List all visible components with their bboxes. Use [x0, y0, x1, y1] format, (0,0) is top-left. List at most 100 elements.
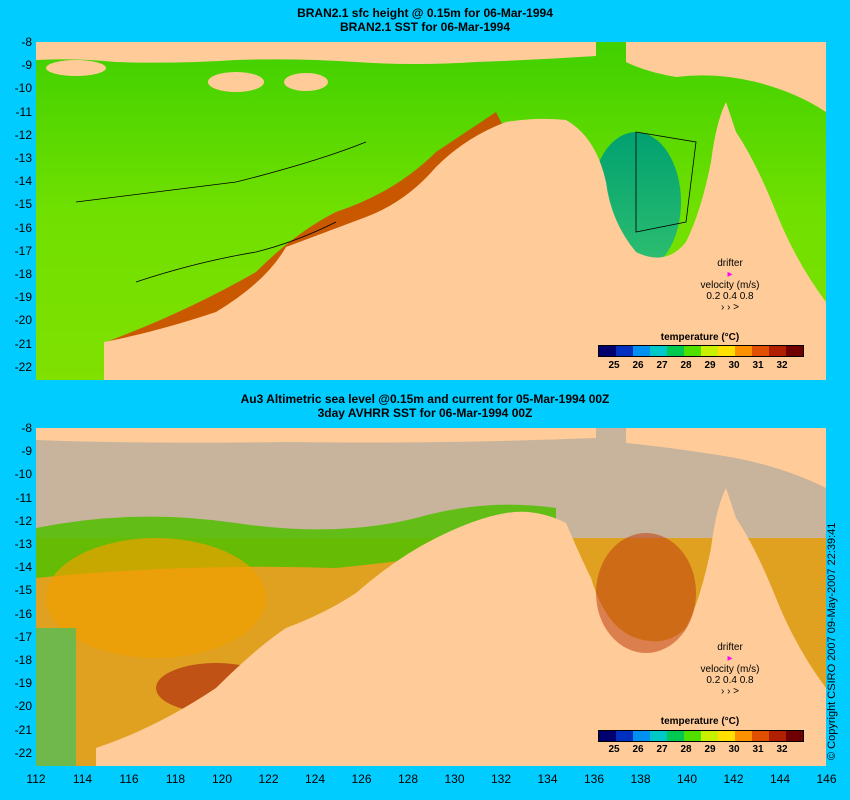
y-tick-label: -9 — [21, 444, 32, 459]
bottom-drifter-key: drifter ▸ velocity (m/s) 0.2 0.4 0.8 › ›… — [700, 642, 760, 697]
velocity-scale: 0.2 0.4 0.8 — [706, 291, 754, 302]
x-tick-label: 136 — [583, 772, 605, 786]
y-tick-label: -8 — [21, 35, 32, 49]
legend-tick-label: 27 — [656, 360, 668, 371]
legend-swatch — [599, 346, 616, 356]
y-tick-label: -20 — [14, 699, 32, 714]
x-tick-label: 128 — [397, 772, 419, 786]
y-tick-label: -10 — [14, 81, 32, 96]
bottom-australia-land — [96, 488, 826, 766]
top-indonesia-land — [36, 42, 596, 64]
legend-swatch — [735, 731, 752, 741]
x-tick-label: 146 — [816, 772, 837, 786]
top-australia-land — [104, 102, 826, 380]
legend-tick-label: 30 — [728, 360, 740, 371]
top-legend-bar — [598, 345, 804, 357]
top-island-2 — [284, 73, 328, 91]
x-tick-label: 132 — [490, 772, 512, 786]
legend-tick-label: 29 — [704, 360, 716, 371]
top-island-1 — [208, 72, 264, 92]
x-tick-label: 112 — [26, 772, 46, 786]
y-tick-label: -21 — [14, 722, 32, 737]
drifter-marker-icon: ▸ — [727, 269, 733, 280]
drifter-label: drifter — [717, 258, 743, 269]
legend-swatch — [599, 731, 616, 741]
y-tick-label: -9 — [21, 58, 32, 73]
x-tick-label: 144 — [769, 772, 791, 786]
legend-swatch — [752, 731, 769, 741]
y-tick-label: -14 — [14, 560, 32, 575]
y-tick-label: -18 — [14, 653, 32, 667]
legend-swatch — [684, 731, 701, 741]
bottom-cool-west — [36, 628, 76, 766]
x-tick-label: 120 — [211, 772, 233, 786]
legend-swatch — [667, 731, 684, 741]
y-tick-label: -11 — [15, 104, 32, 119]
bottom-indonesia-land — [36, 428, 596, 443]
y-tick-label: -15 — [14, 197, 32, 212]
legend-tick-label: 30 — [728, 744, 740, 755]
y-tick-label: -18 — [14, 267, 32, 281]
top-contour-2 — [75, 141, 367, 203]
y-tick-label: -22 — [14, 359, 32, 374]
legend-swatch — [701, 346, 718, 356]
legend-swatch — [786, 346, 803, 356]
drifter-label: drifter — [717, 642, 743, 653]
legend-swatch — [633, 346, 650, 356]
bottom-warm-patch-1 — [46, 538, 266, 658]
legend-tick-label: 32 — [776, 744, 788, 755]
y-tick-label: -15 — [14, 583, 32, 598]
legend-tick-label: 26 — [632, 744, 644, 755]
velocity-label: velocity (m/s) — [700, 664, 760, 675]
y-tick-label: -16 — [14, 220, 32, 235]
legend-swatch — [650, 346, 667, 356]
x-tick-label: 126 — [351, 772, 372, 786]
legend-tick-label: 27 — [656, 744, 668, 755]
top-contour-3 — [635, 131, 697, 233]
y-tick-label: -20 — [14, 313, 32, 328]
x-tick-label: 140 — [676, 772, 698, 786]
y-tick-label: -16 — [14, 606, 32, 621]
y-tick-label: -17 — [14, 629, 32, 644]
velocity-label: velocity (m/s) — [700, 280, 760, 291]
bottom-gulf-warm — [596, 533, 696, 653]
legend-tick-label: 32 — [776, 360, 788, 371]
y-tick-label: -17 — [14, 243, 32, 258]
x-tick-label: 142 — [723, 772, 744, 786]
copyright-text: © Copyright CSIRO 2007 09-May-2007 22:39… — [826, 522, 838, 760]
top-title-line1: BRAN2.1 sfc height @ 0.15m for 06-Mar-19… — [297, 6, 553, 20]
legend-tick-label: 29 — [704, 744, 716, 755]
legend-swatch — [718, 731, 735, 741]
legend-swatch — [735, 346, 752, 356]
x-tick-label: 116 — [119, 772, 139, 786]
legend-swatch — [701, 731, 718, 741]
legend-swatch — [769, 346, 786, 356]
x-tick-label: 122 — [258, 772, 279, 786]
x-tick-label: 130 — [444, 772, 465, 786]
legend-swatch — [650, 731, 667, 741]
legend-tick-label: 31 — [752, 360, 764, 371]
top-legend-title: temperature (°C) — [660, 332, 740, 343]
legend-swatch — [667, 346, 684, 356]
legend-tick-label: 25 — [608, 744, 620, 755]
velocity-scale: 0.2 0.4 0.8 — [706, 675, 754, 686]
top-title-line2: BRAN2.1 SST for 06-Mar-1994 — [339, 20, 511, 34]
legend-tick-label: 31 — [752, 744, 764, 755]
x-tick-label: 138 — [630, 772, 651, 786]
legend-swatch — [684, 346, 701, 356]
y-tick-label: -19 — [14, 676, 32, 691]
legend-swatch — [616, 346, 633, 356]
bottom-legend-title: temperature (°C) — [660, 716, 740, 727]
y-tick-label: -12 — [14, 127, 32, 142]
y-tick-label: -8 — [21, 421, 32, 435]
y-tick-label: -12 — [14, 513, 32, 528]
x-tick-label: 124 — [304, 772, 326, 786]
legend-swatch — [752, 346, 769, 356]
legend-swatch — [786, 731, 803, 741]
bottom-new-guinea-land — [626, 428, 826, 488]
legend-swatch — [769, 731, 786, 741]
legend-tick-label: 28 — [680, 744, 692, 755]
y-tick-label: -22 — [14, 745, 32, 760]
top-warm-coast — [106, 112, 506, 355]
y-tick-label: -13 — [14, 151, 32, 165]
